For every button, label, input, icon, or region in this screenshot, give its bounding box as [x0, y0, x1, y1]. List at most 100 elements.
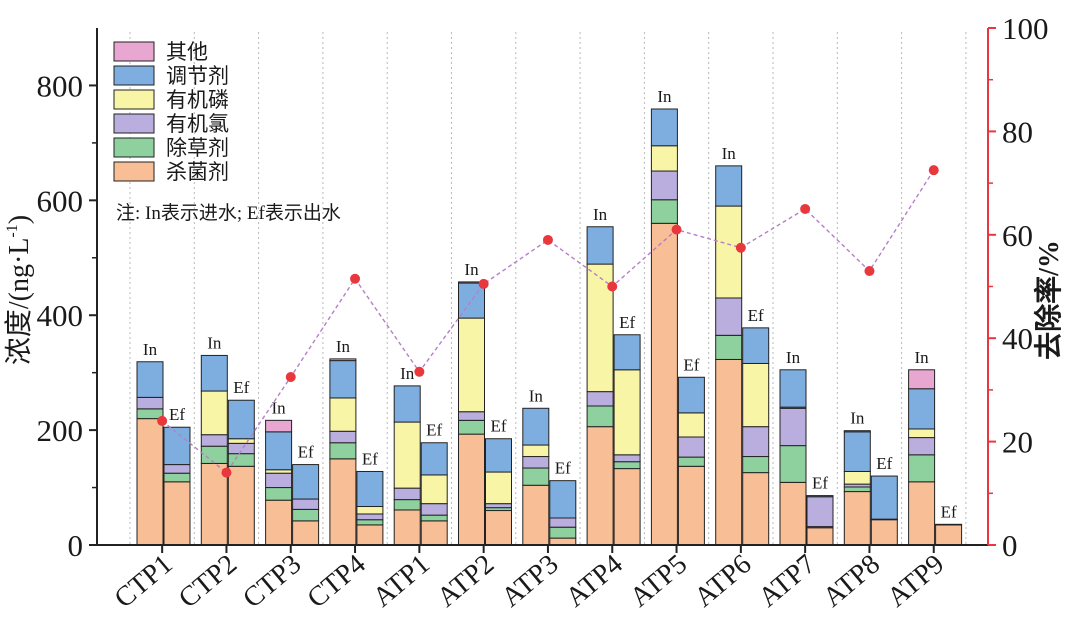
x-tick-label: ATP9	[881, 549, 950, 614]
bar-segment-in	[393, 509, 421, 546]
legend-label: 有机氯	[166, 112, 229, 136]
bar-label-ef: Ef	[876, 454, 892, 473]
bar-segment-ef	[935, 523, 963, 526]
y-right-tick-label: 20	[1002, 425, 1033, 460]
bar-segment-in	[458, 282, 485, 319]
bar-label-ef: Ef	[941, 502, 957, 521]
bar-label-in: In	[400, 364, 415, 383]
bar-segment-ef	[806, 527, 834, 546]
bar-segment-ef	[292, 498, 320, 510]
bar-label-in: In	[207, 333, 222, 352]
legend-swatch	[113, 113, 155, 134]
bar-segment-ef	[292, 464, 320, 500]
bar-segment-in	[522, 407, 550, 446]
y-left-tick-label: 800	[37, 68, 84, 103]
bar-segment-ef	[549, 517, 577, 528]
bar-segment-in	[908, 428, 936, 439]
x-tick-label: ATP5	[624, 549, 693, 614]
x-tick-label: CTP2	[173, 549, 243, 615]
bar-segment-ef	[420, 474, 448, 505]
bar-segment-in	[200, 445, 228, 464]
bar-segment-ef	[742, 472, 770, 546]
bar-segment-ef	[227, 399, 255, 440]
bar-segment-in	[136, 396, 164, 410]
bar-segment-in	[650, 222, 678, 546]
bar-segment-ef	[742, 362, 770, 428]
bar-segment-ef	[485, 510, 512, 546]
bar-segment-in	[779, 369, 807, 408]
bar-segment-ef	[613, 468, 641, 546]
bar-segment-in	[779, 407, 807, 447]
bar-segment-in	[329, 442, 357, 460]
bar-segment-in	[843, 431, 871, 472]
bar-label-ef: Ef	[298, 443, 314, 462]
bar-segment-in	[393, 487, 421, 501]
bar-segment-in	[715, 205, 743, 299]
y-left-tick-label: 0	[68, 528, 84, 563]
bar-segment-ef	[742, 327, 770, 364]
bar-label-in: In	[143, 340, 158, 359]
bar-segment-ef	[677, 465, 705, 546]
x-tick-label: ATP7	[753, 549, 822, 614]
bar-segment-ef	[292, 520, 320, 546]
bar-segment-ef	[549, 526, 577, 539]
removal-rate-point	[350, 273, 361, 284]
bar-label-in: In	[657, 87, 672, 106]
bar-segment-in	[843, 470, 871, 485]
bar-segment-ef	[356, 513, 384, 521]
y-axis-left-title-sup: -1	[4, 224, 21, 237]
bar-segment-ef	[549, 537, 577, 546]
bar-segment-ef	[356, 524, 384, 546]
bar-segment-in	[136, 418, 164, 546]
bar-segment-ef	[613, 334, 641, 371]
bar-segment-ef	[870, 519, 898, 546]
bar-segment-ef	[420, 442, 448, 476]
bar-label-ef: Ef	[362, 449, 378, 468]
bar-segment-ef	[485, 438, 512, 473]
category-separators	[129, 32, 967, 545]
bar-segment-ef	[613, 454, 641, 463]
bar-segment-in	[200, 390, 228, 436]
bar-segment-in	[586, 426, 614, 546]
chart-note: 注: In表示进水; Ef表示出水	[116, 202, 341, 224]
removal-rate-point	[671, 224, 682, 235]
legend-label: 其他	[166, 40, 208, 64]
bar-segment-in	[908, 481, 936, 546]
bar-label-ef: Ef	[619, 313, 635, 332]
bar-segment-ef	[292, 508, 320, 522]
bar-segment-ef	[677, 412, 705, 438]
bar-labels: In Ef In Ef In Ef In Ef In Ef In Ef In Ef In Ef In Ef In Ef…	[143, 87, 957, 521]
y-axis-right-title: 去除率/%	[1032, 240, 1065, 360]
bar-segment-in	[265, 431, 293, 471]
bar-segment-in	[458, 317, 485, 413]
bar-segment-in	[200, 434, 228, 447]
bar-segment-in	[522, 456, 550, 469]
bar-label-in: In	[464, 260, 479, 279]
bar-segment-ef	[613, 461, 641, 470]
y-right-tick-label: 0	[1002, 528, 1018, 563]
left-axis-ticks: 0 200 400 600 800	[37, 68, 97, 563]
y-left-tick-label: 600	[37, 183, 84, 218]
bar-segment-in	[329, 358, 357, 362]
bar-segment-in	[650, 199, 678, 224]
bar-segment-ef	[549, 480, 577, 519]
bars	[136, 108, 963, 546]
bar-segment-in	[329, 430, 357, 444]
legend-label: 有机磷	[166, 88, 229, 112]
y-right-tick-label: 100	[1002, 11, 1049, 46]
bar-segment-in	[586, 226, 614, 265]
bar-label-ef: Ef	[748, 306, 764, 325]
bar-label-in: In	[915, 348, 930, 367]
bar-segment-in	[908, 437, 936, 456]
bar-label-in: In	[272, 398, 287, 417]
removal-rate-point	[285, 371, 296, 382]
bar-segment-in	[136, 361, 164, 398]
removal-rate-point	[221, 467, 232, 478]
bar-segment-ef	[806, 496, 834, 528]
removal-rate-point	[414, 366, 425, 377]
bar-segment-ef	[613, 369, 641, 456]
bar-segment-ef	[742, 426, 770, 458]
bar-segment-ef	[870, 475, 898, 520]
legend-swatch	[113, 41, 155, 62]
